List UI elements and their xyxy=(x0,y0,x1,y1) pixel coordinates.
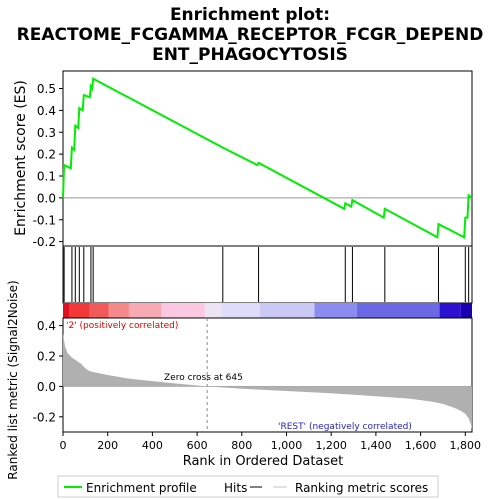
heat-band-segment xyxy=(221,303,260,318)
es-profile-line xyxy=(62,77,473,239)
heat-band-segment xyxy=(259,303,315,318)
heat-band-segment xyxy=(63,303,70,318)
legend-label-metric: Ranking metric scores xyxy=(295,481,428,495)
metric-y-tick-label: 0.0 xyxy=(37,380,56,394)
legend-label-hits: Hits xyxy=(224,481,247,495)
metric-y-axis-label: Ranked list metric (Signal2Noise) xyxy=(6,280,20,479)
x-tick-label: 1,800 xyxy=(450,439,482,452)
x-tick-label: 400 xyxy=(142,439,163,452)
heat-band-segment xyxy=(204,303,222,318)
es-panel-frame xyxy=(62,70,473,247)
metric-panel: -0.2 0.0 0.2 0.4 0 200 400 600 800 1,000 1,200 1,4… xyxy=(6,280,481,479)
x-tick-label: 0 xyxy=(60,439,67,452)
x-axis-ticks: 0 200 400 600 800 1,000 1,200 1,400 1,600 1,800 xyxy=(60,432,482,452)
es-series-line xyxy=(62,77,473,239)
metric-area xyxy=(63,333,472,429)
metric-area-fill xyxy=(63,333,472,429)
metric-y-tick-label: 0.4 xyxy=(37,319,56,333)
heat-band-segment xyxy=(89,303,109,318)
x-tick-label: 1,600 xyxy=(405,439,437,452)
metric-y-tick-label: -0.2 xyxy=(33,410,56,424)
es-y-tick-label: -0.2 xyxy=(33,235,56,249)
zero-cross-label: Zero cross at 645 xyxy=(164,373,243,383)
heat-band-segment xyxy=(128,303,162,318)
rank-heat-band xyxy=(63,303,472,318)
es-y-axis-label: Enrichment score (ES) xyxy=(13,80,29,236)
x-tick-label: 800 xyxy=(231,439,252,452)
legend-frame xyxy=(57,475,439,498)
heat-band-segment xyxy=(69,303,90,318)
es-y-tick-label: 0.2 xyxy=(37,148,56,162)
es-y-tick-label: -0.1 xyxy=(33,213,56,227)
es-y-tick-label: 0.1 xyxy=(37,170,56,184)
hits-panel-frame xyxy=(62,245,473,304)
neg-correlated-label: 'REST' (negatively correlated) xyxy=(278,422,412,432)
heat-band-segment xyxy=(314,303,357,318)
es-y-tick-label: 0.5 xyxy=(37,82,56,96)
x-tick-label: 1,400 xyxy=(360,439,392,452)
heat-band-segment xyxy=(161,303,205,318)
legend-label-profile: Enrichment profile xyxy=(86,481,197,495)
es-panel: -0.2 -0.1 0.0 0.1 0.2 0.3 0.4 0.5 Enrichment sc… xyxy=(13,70,473,249)
title-line-3: ENT_PHAGOCYTOSIS xyxy=(152,45,348,65)
title-line-2: REACTOME_FCGAMMA_RECEPTOR_FCGR_DEPEND xyxy=(17,25,484,45)
es-y-axis-ticks: -0.2 -0.1 0.0 0.1 0.2 0.3 0.4 0.5 xyxy=(33,82,63,249)
hits-marks xyxy=(63,247,470,302)
x-tick-label: 200 xyxy=(97,439,118,452)
es-y-tick-label: 0.4 xyxy=(37,104,56,118)
heat-band-segment xyxy=(356,303,440,318)
es-y-tick-label: 0.0 xyxy=(37,191,56,205)
hits-panel xyxy=(62,245,473,318)
title-line-1: Enrichment plot: xyxy=(170,5,330,25)
x-tick-label: 1,000 xyxy=(271,439,303,452)
x-tick-label: 600 xyxy=(187,439,208,452)
metric-panel-frame xyxy=(62,317,473,433)
heat-band-segment xyxy=(439,303,461,318)
x-axis-label: Rank in Ordered Dataset xyxy=(183,454,344,469)
x-tick-label: 1,200 xyxy=(315,439,347,452)
heat-band-segment xyxy=(460,303,472,318)
legend: Enrichment profile Hits Ranking metric s… xyxy=(57,475,439,498)
metric-y-axis-ticks: -0.2 0.0 0.2 0.4 xyxy=(33,319,63,424)
es-y-tick-label: 0.3 xyxy=(37,126,56,140)
metric-y-tick-label: 0.2 xyxy=(37,350,56,364)
pos-correlated-label: '2' (positively correlated) xyxy=(66,321,178,331)
heat-band-segment xyxy=(108,303,129,318)
